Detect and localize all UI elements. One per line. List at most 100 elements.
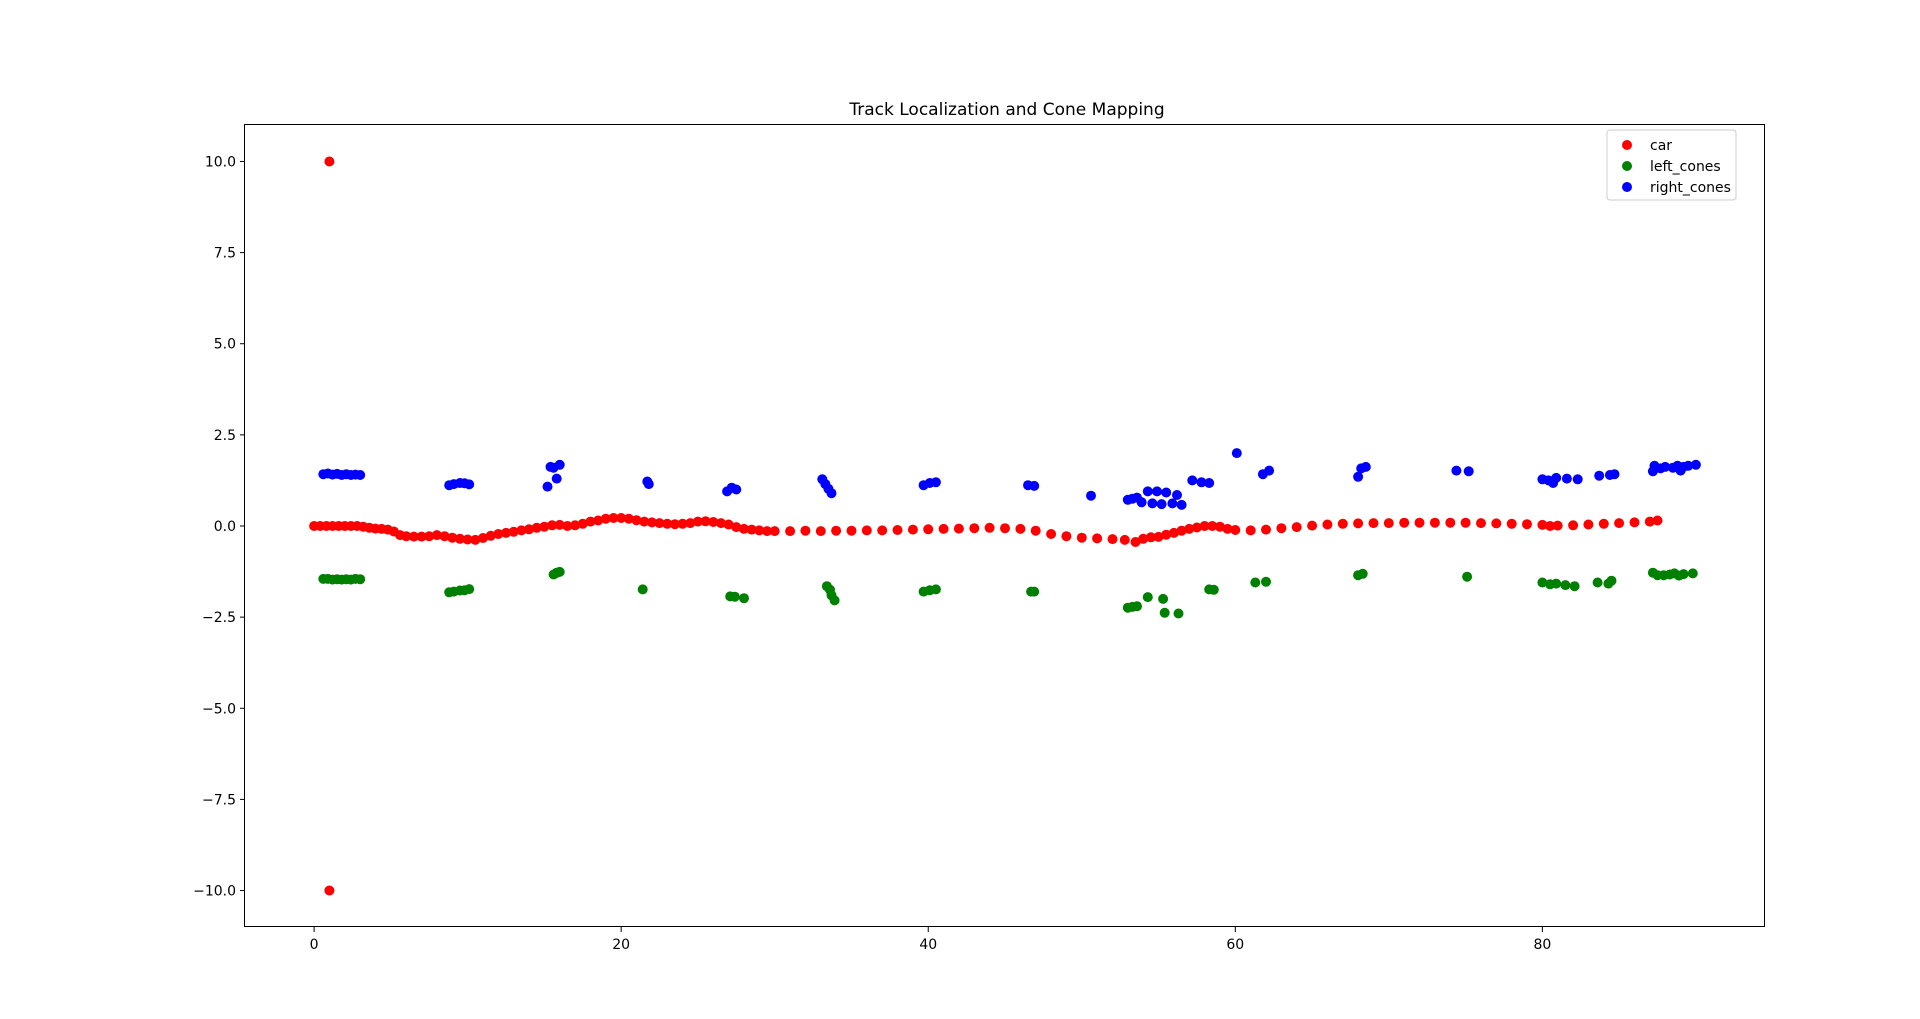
data-points	[309, 156, 1701, 896]
car-point	[654, 518, 665, 529]
car-point	[1322, 519, 1333, 530]
right-cones-point	[1086, 490, 1096, 501]
legend: car left_cones right_cones	[1606, 129, 1737, 201]
car-point	[585, 516, 596, 527]
car-point	[1191, 522, 1202, 533]
right-cones-point	[1167, 498, 1178, 509]
left-cones-point	[1462, 571, 1473, 582]
car-point	[1291, 522, 1302, 533]
left-cones-point	[554, 566, 565, 577]
left-cones-point	[1250, 577, 1261, 588]
right-cones-point	[1675, 465, 1686, 476]
legend-label: car	[1650, 138, 1672, 154]
car-point	[1107, 534, 1118, 545]
right-cones-point	[731, 484, 742, 495]
car-point	[478, 533, 488, 543]
car-point	[516, 525, 527, 536]
car-point	[493, 529, 504, 539]
car-point	[723, 519, 734, 530]
car-point	[539, 521, 550, 532]
car-point	[324, 885, 335, 896]
right-cones-point	[1161, 487, 1172, 498]
car-point	[608, 513, 619, 523]
car-point	[662, 518, 673, 529]
car-point	[416, 531, 427, 542]
car-point	[677, 518, 688, 529]
y-tick-label: 2.5	[214, 428, 236, 444]
car-point	[1130, 537, 1141, 547]
car-point	[524, 524, 534, 535]
left-cones-point	[637, 584, 648, 595]
right-cones-point	[1551, 472, 1562, 483]
left-cones-point	[1142, 592, 1153, 603]
y-tick-label: −2.5	[202, 610, 236, 626]
left-cones-point	[1560, 580, 1571, 591]
right-cones-point	[1176, 499, 1187, 510]
legend-label: left_cones	[1650, 159, 1721, 175]
right-cones-point	[1594, 470, 1605, 481]
left-cones-point	[1357, 568, 1368, 579]
y-axis-ticks: 10.0 7.5 5.0 2.5 0.0 −2.5 −5.0 −7.5 −10.0	[193, 154, 245, 900]
car-point	[600, 513, 611, 524]
car-point	[1368, 518, 1379, 529]
car-point	[1414, 517, 1425, 528]
car-point	[1353, 518, 1364, 529]
right-cones-point	[1660, 461, 1671, 472]
chart-title: Track Localization and Cone Mapping	[848, 100, 1164, 120]
car-point	[1161, 529, 1172, 540]
car-point	[1476, 518, 1486, 529]
car-point	[631, 515, 642, 526]
car-point	[1207, 521, 1218, 531]
car-point	[846, 525, 857, 536]
left-cones-point	[1132, 601, 1142, 612]
car-point	[1000, 523, 1010, 534]
right-cones-point	[1572, 474, 1583, 485]
left-cones-point	[1678, 569, 1689, 580]
y-tick-label: 5.0	[214, 337, 236, 353]
car-point	[1491, 518, 1502, 529]
car-point	[570, 520, 581, 531]
car-point	[669, 519, 680, 530]
car-point	[424, 531, 435, 542]
car-point	[1383, 518, 1394, 529]
car-point	[1276, 523, 1287, 534]
left-cones-point	[1261, 576, 1271, 587]
left-cones-point	[829, 595, 840, 606]
car-point	[1145, 532, 1156, 543]
car-point	[454, 533, 465, 544]
car-point	[692, 516, 703, 527]
right-cones-point	[1152, 486, 1162, 497]
car-point	[938, 523, 949, 534]
y-tick-label: 10.0	[205, 154, 236, 170]
car-point	[1429, 517, 1440, 528]
plot-frame	[244, 124, 1765, 927]
car-point	[861, 525, 872, 536]
right-cones-point	[1196, 477, 1207, 488]
right-cones-point	[542, 481, 553, 492]
car-point	[531, 522, 542, 533]
left-cones-point	[1159, 607, 1170, 618]
car-point	[1176, 525, 1187, 536]
car-point	[1629, 517, 1640, 528]
car-point	[1184, 523, 1195, 534]
left-cones-point	[1569, 581, 1580, 592]
left-cones-point	[1606, 575, 1617, 586]
legend-label: right_cones	[1650, 180, 1731, 196]
car-point	[1506, 518, 1517, 529]
right-cones-point	[1609, 469, 1620, 480]
car-point	[562, 521, 573, 531]
right-cones-point	[1142, 486, 1153, 497]
car-point	[431, 530, 442, 541]
car-point	[1230, 525, 1241, 535]
right-cones-point	[1264, 465, 1275, 476]
car-point	[892, 525, 903, 535]
x-tick-label: 80	[1533, 937, 1551, 953]
car-point	[1245, 525, 1256, 536]
left-cones-point	[1029, 586, 1040, 597]
car-point	[1614, 518, 1625, 529]
car-point	[1015, 523, 1026, 534]
y-tick-label: 7.5	[214, 246, 236, 262]
car-point	[485, 530, 496, 541]
right-cones-point	[1683, 460, 1694, 471]
